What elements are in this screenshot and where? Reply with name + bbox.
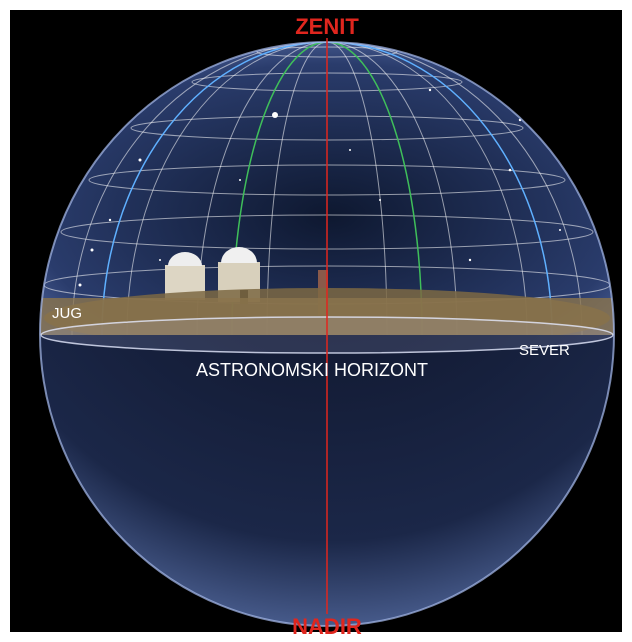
zenith-label: ZENIT: [295, 14, 359, 39]
south-label: JUG: [52, 305, 82, 322]
nadir-label: NADIR: [292, 614, 362, 639]
celestial-sphere-diagram: ZENIT NADIR JUG SEVER ASTRONOMSKI HORIZO…: [0, 0, 632, 642]
horizon-label: ASTRONOMSKI HORIZONT: [196, 360, 428, 380]
north-label: SEVER: [519, 342, 570, 359]
